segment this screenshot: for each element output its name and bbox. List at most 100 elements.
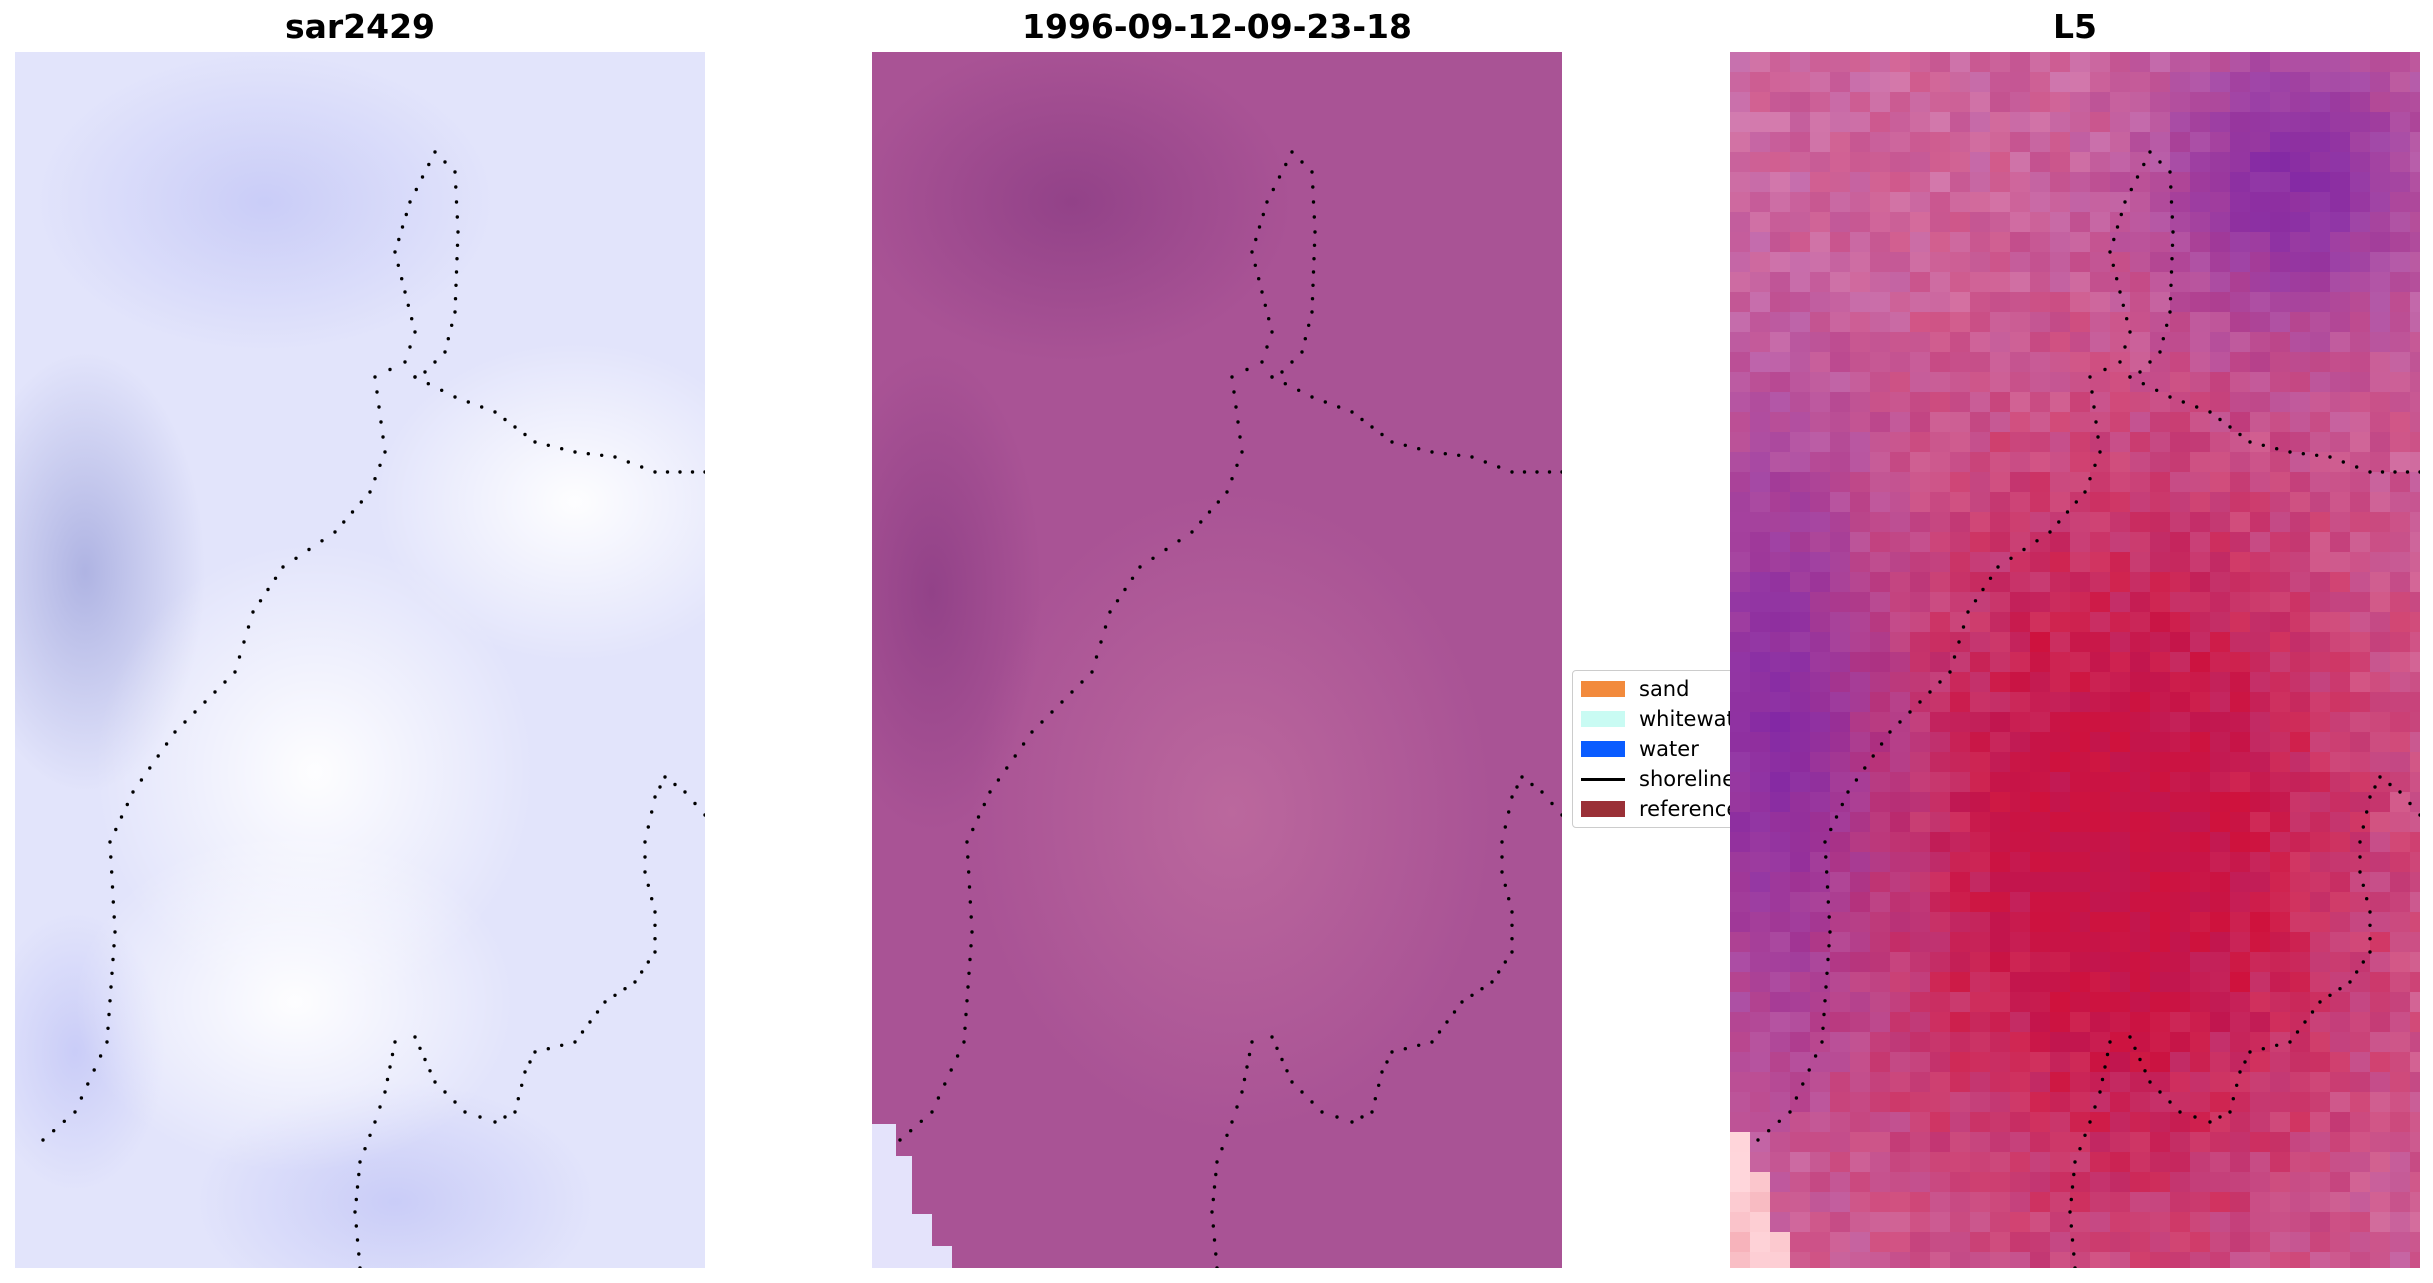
l5-pixel xyxy=(2010,692,2030,712)
l5-pixel xyxy=(2250,892,2270,912)
l5-pixel xyxy=(1730,972,1750,992)
l5-pixel xyxy=(2110,932,2130,952)
l5-pixel xyxy=(2010,812,2030,832)
l5-pixel xyxy=(2190,672,2210,692)
l5-pixel xyxy=(2290,1072,2310,1092)
shoreline-dot xyxy=(513,1110,517,1114)
l5-pixel xyxy=(2090,1252,2110,1268)
shoreline-dot xyxy=(1270,375,1274,379)
l5-pixel xyxy=(1890,812,1910,832)
l5-pixel xyxy=(2410,792,2420,812)
l5-pixel xyxy=(2190,1152,2210,1172)
shoreline-dot xyxy=(2368,470,2372,474)
shoreline-dot xyxy=(573,450,577,454)
l5-pixel xyxy=(1810,392,1830,412)
l5-pixel xyxy=(2270,672,2290,692)
l5-pixel xyxy=(2110,512,2130,532)
shoreline-dot xyxy=(1310,310,1314,314)
l5-pixel xyxy=(1790,272,1810,292)
shoreline-dot xyxy=(1040,720,1044,724)
l5-pixel xyxy=(1770,1032,1790,1052)
l5-pixel xyxy=(2330,952,2350,972)
shoreline-dot xyxy=(962,1040,966,1044)
l5-pixel xyxy=(2190,692,2210,712)
l5-pixel xyxy=(1850,272,1870,292)
l5-pixel xyxy=(1990,412,2010,432)
l5-pixel xyxy=(2090,72,2110,92)
l5-pixel xyxy=(1890,892,1910,912)
l5-pixel xyxy=(1910,332,1930,352)
l5-pixel xyxy=(2170,52,2190,72)
shoreline-dot xyxy=(408,200,412,204)
l5-pixel xyxy=(1770,472,1790,492)
l5-pixel xyxy=(1850,132,1870,152)
l5-pixel xyxy=(2350,992,2370,1012)
l5-pixel xyxy=(2230,232,2250,252)
l5-pixel xyxy=(1910,932,1930,952)
l5-pixel xyxy=(1890,352,1910,372)
shoreline-dot xyxy=(1788,1110,1792,1114)
l5-pixel xyxy=(2270,732,2290,752)
shoreline-dot xyxy=(1050,710,1054,714)
l5-pixel xyxy=(1970,212,1990,232)
reference-swatch xyxy=(1581,801,1625,817)
shoreline-dot xyxy=(1290,150,1294,154)
shoreline-dot xyxy=(1323,400,1327,404)
shoreline-dot xyxy=(378,1105,382,1109)
l5-pixel xyxy=(1970,312,1990,332)
l5-pixel xyxy=(1850,752,1870,772)
shoreline-dot xyxy=(966,855,970,859)
shoreline-dot xyxy=(2169,200,2174,204)
shoreline-dot xyxy=(919,1119,923,1124)
l5-pixel xyxy=(1990,1052,2010,1072)
l5-pixel xyxy=(2170,252,2190,272)
l5-pixel xyxy=(2410,112,2420,132)
l5-pixel xyxy=(1970,432,1990,452)
shoreline-dot xyxy=(1390,1050,1394,1054)
l5-pixel xyxy=(2130,1032,2150,1052)
l5-pixel xyxy=(1750,572,1770,592)
l5-pixel xyxy=(2390,112,2410,132)
shoreline-dot xyxy=(413,1035,417,1039)
l5-pixel xyxy=(2010,1092,2030,1112)
l5-pixel xyxy=(2070,412,2090,432)
l5-pixel xyxy=(2350,492,2370,512)
l5-pixel xyxy=(2130,192,2150,212)
l5-pixel xyxy=(2230,412,2250,432)
l5-pixel xyxy=(2410,872,2420,892)
l5-pixel xyxy=(2210,1032,2230,1052)
l5-pixel xyxy=(2150,52,2170,72)
shoreline-dot xyxy=(1250,1040,1254,1044)
l5-pixel xyxy=(1790,292,1810,312)
shoreline-dot xyxy=(443,160,447,164)
shoreline-dot xyxy=(2158,350,2162,354)
l5-pixel xyxy=(2090,1072,2110,1092)
shoreline-dot xyxy=(2338,987,2342,991)
l5-pixel xyxy=(2050,772,2070,792)
sar-image-panel xyxy=(15,52,705,1268)
l5-pixel xyxy=(1790,552,1810,572)
l5-pixel xyxy=(2050,1212,2070,1232)
l5-pixel xyxy=(2310,612,2330,632)
shoreline-dot xyxy=(1973,599,1978,603)
l5-pixel xyxy=(2150,792,2170,812)
l5-pixel xyxy=(2010,732,2030,752)
l5-pixel xyxy=(1990,772,2010,792)
l5-pixel xyxy=(2330,472,2350,492)
l5-pixel xyxy=(2150,772,2170,792)
l5-pixel xyxy=(2410,1212,2420,1232)
shoreline-dot xyxy=(1290,360,1294,364)
l5-pixel xyxy=(1990,1212,2010,1232)
l5-pixel xyxy=(2090,172,2110,192)
l5-pixel xyxy=(2210,152,2230,172)
l5-pixel xyxy=(2270,152,2290,172)
l5-pixel xyxy=(2150,692,2170,712)
l5-pixel xyxy=(2370,852,2390,872)
l5-pixel xyxy=(1730,1032,1750,1052)
l5-pixel xyxy=(1870,852,1890,872)
shoreline-dot xyxy=(1813,1054,1818,1058)
l5-pixel xyxy=(2010,852,2030,872)
l5-pixel xyxy=(1770,752,1790,772)
l5-pixel xyxy=(2290,972,2310,992)
l5-pixel xyxy=(1930,372,1950,392)
